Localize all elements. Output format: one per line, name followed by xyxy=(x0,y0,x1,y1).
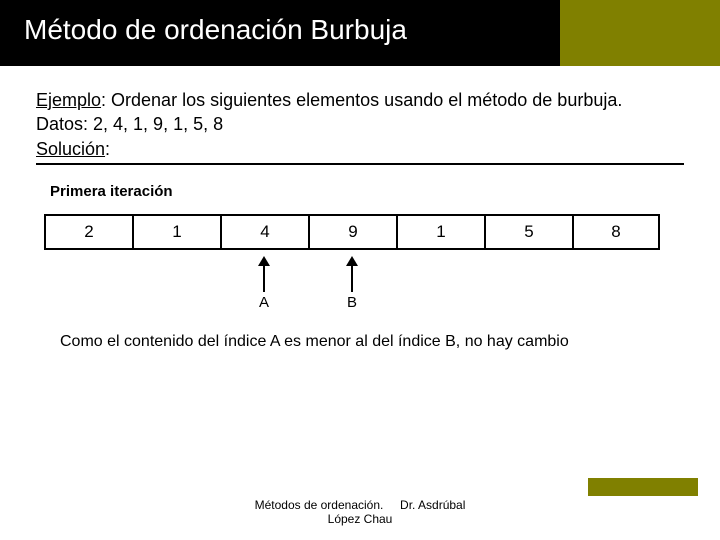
title-bar: Método de ordenación Burbuja xyxy=(0,0,720,66)
conclusion-text: Como el contenido del índice A es menor … xyxy=(60,333,684,351)
arrow-row: AB xyxy=(44,256,684,311)
footer-accent-bar xyxy=(588,478,698,496)
footer-left: Métodos de ordenación. xyxy=(255,498,384,512)
arrow-slot xyxy=(572,256,660,311)
arrow-slot xyxy=(396,256,484,311)
arrow-slot xyxy=(484,256,572,311)
arrow-label-a: A xyxy=(259,294,269,311)
example-text: : Ordenar los siguientes elementos usand… xyxy=(101,90,622,110)
array-cell: 1 xyxy=(396,214,484,250)
example-block: Ejemplo: Ordenar los siguientes elemento… xyxy=(36,88,684,165)
arrow-slot: B xyxy=(308,256,396,311)
page-title: Método de ordenación Burbuja xyxy=(24,14,407,46)
array-cell: 9 xyxy=(308,214,396,250)
data-line: Datos: 2, 4, 1, 9, 1, 5, 8 xyxy=(36,114,223,134)
solution-label: Solución xyxy=(36,139,105,159)
array-cell: 5 xyxy=(484,214,572,250)
array-cell: 1 xyxy=(132,214,220,250)
array-cell: 2 xyxy=(44,214,132,250)
footer-right: Dr. Asdrúbal xyxy=(400,498,465,512)
array-cell: 4 xyxy=(220,214,308,250)
iteration-label: Primera iteración xyxy=(50,183,684,200)
array-cell: 8 xyxy=(572,214,660,250)
footer: Métodos de ordenación. Dr. Asdrúbal Lópe… xyxy=(0,498,720,526)
title-bar-right xyxy=(560,0,720,66)
arrow-slot xyxy=(132,256,220,311)
arrow-slot: A xyxy=(220,256,308,311)
arrow-slot xyxy=(44,256,132,311)
arrow-label-b: B xyxy=(347,294,357,311)
example-label: Ejemplo xyxy=(36,90,101,110)
content-area: Ejemplo: Ordenar los siguientes elemento… xyxy=(0,66,720,351)
array-row: 2149158 xyxy=(44,214,684,250)
solution-colon: : xyxy=(105,139,110,159)
footer-line2: López Chau xyxy=(0,512,720,526)
